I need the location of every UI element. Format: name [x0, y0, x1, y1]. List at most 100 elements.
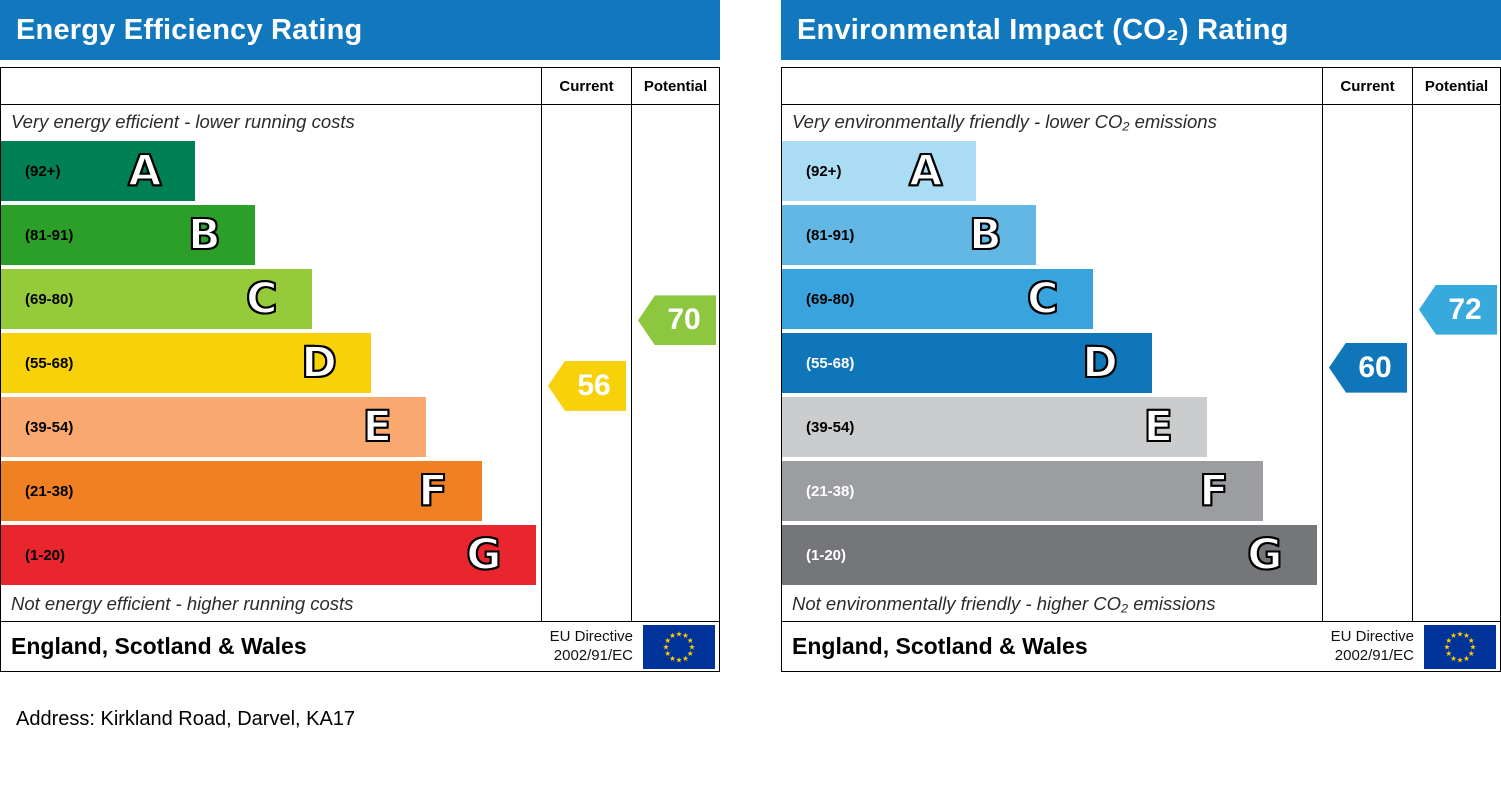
- potential-rating-arrow: 70: [638, 295, 716, 346]
- svg-text:★: ★: [1444, 642, 1451, 651]
- table-footer: England, Scotland & Wales EU Directive 2…: [782, 621, 1500, 671]
- band-row-a: (92+) A: [782, 139, 1322, 203]
- energy-efficiency-title-bar: Energy Efficiency Rating: [0, 0, 720, 60]
- band-range-label: (21-38): [806, 482, 855, 500]
- band-bar-b: (81-91) B: [782, 205, 1036, 265]
- band-letter: G: [1246, 529, 1283, 580]
- current-rating-arrow: 56: [548, 360, 626, 411]
- epc-charts: Energy Efficiency Rating Current Potenti…: [0, 0, 1501, 672]
- svg-text:★: ★: [689, 642, 696, 651]
- band-row-c: (69-80) C: [782, 267, 1322, 331]
- svg-text:★: ★: [687, 636, 694, 645]
- potential-rating-value: 72: [1448, 292, 1482, 326]
- svg-text:★: ★: [664, 636, 671, 645]
- eu-directive-line1: EU Directive: [1330, 627, 1414, 645]
- band-range-label: (55-68): [806, 354, 855, 372]
- svg-text:★: ★: [1468, 649, 1475, 658]
- bottom-note: Not environmentally friendly - higher CO…: [792, 593, 1216, 614]
- band-range-label: (81-91): [806, 226, 855, 244]
- band-bar-e: (39-54) E: [1, 397, 426, 457]
- potential-rating-arrow: 72: [1419, 284, 1497, 335]
- band-bar-c: (69-80) C: [1, 269, 312, 329]
- eu-directive-line2: 2002/91/EC: [1334, 646, 1414, 664]
- band-range-label: (1-20): [25, 546, 66, 564]
- svg-text:★: ★: [1445, 649, 1452, 658]
- band-row-c: (69-80) C: [1, 267, 541, 331]
- svg-text:★: ★: [1470, 642, 1477, 651]
- energy-rating-table: Current Potential Very energy efficient …: [0, 67, 720, 672]
- svg-text:★: ★: [1463, 631, 1470, 640]
- svg-text:★: ★: [664, 649, 671, 658]
- svg-text:★: ★: [676, 629, 683, 638]
- svg-text:★: ★: [1450, 631, 1457, 640]
- band-letter: C: [1026, 273, 1060, 324]
- band-range-label: (81-91): [25, 226, 74, 244]
- band-row-e: (39-54) E: [1, 395, 541, 459]
- band-row-f: (21-38) F: [1, 459, 541, 523]
- svg-text:★: ★: [1450, 653, 1457, 662]
- band-letter: A: [908, 145, 943, 196]
- region-label: England, Scotland & Wales: [11, 633, 307, 659]
- table-corner-cell: [782, 68, 1322, 104]
- band-range-label: (92+): [25, 162, 61, 180]
- region-label: England, Scotland & Wales: [792, 633, 1088, 659]
- potential-rating-value: 70: [667, 303, 701, 337]
- band-range-label: (69-80): [806, 290, 855, 308]
- band-row-a: (92+) A: [1, 139, 541, 203]
- band-row-g: (1-20) G: [1, 523, 541, 587]
- current-rating-value: 56: [577, 368, 611, 402]
- band-letter: B: [968, 209, 1003, 260]
- band-letter: C: [245, 273, 279, 324]
- rating-bands: (92+) A (81-91) B (69-80) C (55-68) D (39-54) E (2…: [782, 139, 1322, 587]
- svg-text:★: ★: [687, 649, 694, 658]
- band-row-b: (81-91) B: [1, 203, 541, 267]
- band-bar-d: (55-68) D: [1, 333, 371, 393]
- band-range-label: (39-54): [806, 418, 855, 436]
- current-column: 60: [1322, 105, 1412, 621]
- table-header-row: Current Potential: [782, 68, 1500, 105]
- band-letter: D: [300, 337, 338, 388]
- current-rating-arrow: 60: [1329, 342, 1407, 393]
- band-letter: B: [187, 209, 222, 260]
- band-bar-f: (21-38) F: [782, 461, 1263, 521]
- band-row-d: (55-68) D: [782, 331, 1322, 395]
- current-column: 56: [541, 105, 631, 621]
- band-range-label: (92+): [806, 162, 842, 180]
- band-letter: E: [1143, 401, 1174, 452]
- band-row-g: (1-20) G: [782, 523, 1322, 587]
- band-range-label: (21-38): [25, 482, 74, 500]
- environmental-impact-chart: Environmental Impact (CO₂) Rating Curren…: [781, 0, 1501, 672]
- svg-text:★: ★: [669, 653, 676, 662]
- svg-text:★: ★: [682, 631, 689, 640]
- band-row-b: (81-91) B: [782, 203, 1322, 267]
- potential-column-header: Potential: [631, 68, 719, 104]
- energy-efficiency-chart: Energy Efficiency Rating Current Potenti…: [0, 0, 720, 672]
- band-bar-a: (92+) A: [1, 141, 196, 201]
- current-rating-value: 60: [1358, 350, 1392, 384]
- table-header-row: Current Potential: [1, 68, 719, 105]
- environmental-impact-title-bar: Environmental Impact (CO₂) Rating: [781, 0, 1501, 60]
- eu-flag-icon: ★ ★★★★★★★★★★★: [1424, 624, 1496, 669]
- eu-directive-line1: EU Directive: [549, 627, 633, 645]
- chart-title: Energy Efficiency Rating: [16, 13, 363, 46]
- svg-text:★: ★: [1445, 636, 1452, 645]
- table-corner-cell: [1, 68, 541, 104]
- top-note: Very environmentally friendly - lower CO…: [792, 111, 1217, 132]
- current-column-header: Current: [541, 68, 631, 104]
- potential-column-header: Potential: [1412, 68, 1500, 104]
- band-range-label: (55-68): [25, 354, 74, 372]
- potential-column: 72: [1412, 105, 1500, 621]
- band-bar-d: (55-68) D: [782, 333, 1152, 393]
- band-bar-a: (92+) A: [782, 141, 977, 201]
- eu-directive-label: EU Directive 2002/91/EC: [1331, 628, 1414, 666]
- svg-text:★: ★: [1463, 653, 1470, 662]
- svg-text:★: ★: [1457, 629, 1464, 638]
- band-range-label: (1-20): [806, 546, 847, 564]
- band-letter: D: [1081, 337, 1119, 388]
- current-column-header: Current: [1322, 68, 1412, 104]
- band-letter: F: [417, 465, 448, 516]
- eu-flag-icon: ★ ★★★★★★★★★★★: [643, 624, 715, 669]
- eu-directive-line2: 2002/91/EC: [553, 646, 633, 664]
- svg-text:★: ★: [1457, 655, 1464, 664]
- svg-text:★: ★: [663, 642, 670, 651]
